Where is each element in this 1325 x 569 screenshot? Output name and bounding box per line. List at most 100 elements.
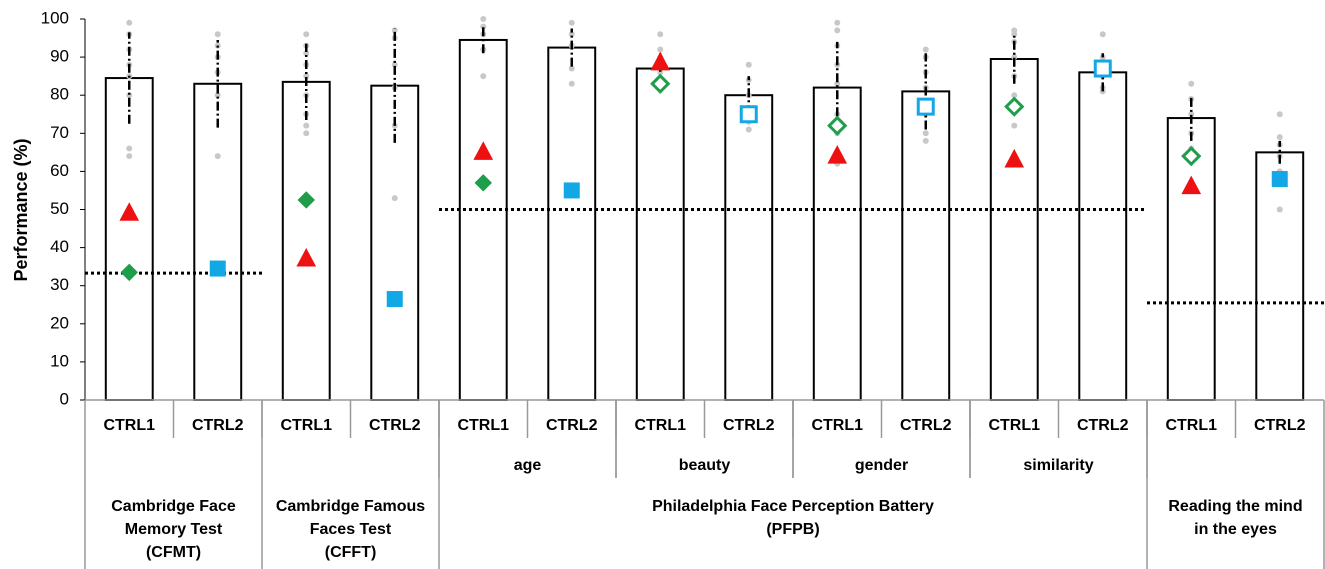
diamond-marker (297, 191, 315, 209)
group-label: Faces Test (310, 521, 392, 538)
x-tick-label: CTRL1 (988, 417, 1040, 434)
control-dot (126, 92, 133, 99)
x-tick-label: CTRL2 (1254, 417, 1306, 434)
control-dot (480, 23, 487, 30)
x-tick-label: CTRL2 (1077, 417, 1129, 434)
control-dot (834, 19, 841, 26)
x-tick-label: CTRL1 (457, 417, 509, 434)
control-dot (303, 50, 310, 57)
group-label: in the eyes (1194, 521, 1277, 538)
control-dot (1011, 54, 1018, 61)
triangle-marker (1004, 148, 1025, 168)
triangle-marker (650, 51, 671, 71)
control-dot (1276, 111, 1283, 118)
control-dot (303, 73, 310, 80)
x-tick-label: CTRL2 (369, 417, 421, 434)
group-label: Cambridge Face (111, 498, 236, 515)
bar (458, 38, 508, 402)
control-dot (303, 122, 310, 129)
control-dot (922, 137, 929, 144)
x-tick-label: CTRL1 (103, 417, 155, 434)
bar (635, 67, 685, 401)
subgroup-label: age (514, 457, 542, 474)
triangle-marker (119, 202, 140, 221)
diamond-marker (474, 174, 492, 192)
subgroup-label: gender (855, 457, 908, 474)
control-dot (214, 31, 221, 38)
control-dot (1188, 111, 1195, 118)
control-dot (1011, 92, 1018, 99)
diamond-marker (120, 263, 138, 282)
control-dot (391, 61, 398, 68)
subgroup-label: beauty (679, 457, 731, 474)
control-dot (568, 80, 575, 87)
control-dot (214, 153, 221, 160)
square-marker (386, 291, 403, 308)
x-tick-label: CTRL1 (1165, 417, 1217, 434)
group-label: (CFMT) (146, 544, 201, 561)
control-dot (1011, 122, 1018, 129)
control-dot (834, 27, 841, 34)
group-label: Memory Test (125, 521, 223, 538)
control-dot (303, 31, 310, 38)
x-tick-label: CTRL2 (546, 417, 598, 434)
x-tick-label: CTRL1 (634, 417, 686, 434)
control-dot (1276, 206, 1283, 213)
group-label: Reading the mind (1168, 498, 1302, 515)
control-dot (1276, 134, 1283, 141)
control-dot (1099, 31, 1106, 38)
control-dot (657, 69, 664, 76)
triangle-marker (296, 247, 317, 267)
bar (193, 82, 243, 402)
control-dot (568, 31, 575, 38)
y-tick-label: 70 (50, 123, 69, 142)
square-marker (1093, 59, 1112, 78)
x-tick-label: CTRL2 (900, 417, 952, 434)
control-dot (657, 46, 664, 53)
y-tick-label: 0 (60, 389, 69, 408)
control-dot (834, 80, 841, 87)
square-marker (739, 105, 758, 124)
control-dot (657, 31, 664, 38)
control-dot (391, 195, 398, 202)
diamond-marker (1181, 146, 1202, 167)
control-dot (1188, 80, 1195, 87)
y-tick-label: 10 (50, 351, 69, 370)
bar (724, 94, 774, 401)
control-dot (745, 126, 752, 133)
square-marker (1271, 171, 1288, 188)
triangle-marker (1181, 175, 1202, 195)
y-tick-label: 50 (50, 199, 69, 218)
control-dot (922, 130, 929, 137)
bar (901, 90, 951, 401)
control-dot (1011, 31, 1018, 38)
control-dot (480, 16, 487, 22)
bar (104, 77, 154, 402)
group-label: (CFFT) (325, 544, 377, 561)
control-dot (568, 19, 575, 26)
square-marker (209, 260, 226, 277)
y-tick-label: 100 (41, 8, 69, 27)
control-dot (126, 153, 133, 160)
bar (812, 86, 862, 402)
bar (1078, 71, 1128, 401)
control-dot (568, 65, 575, 72)
y-tick-label: 40 (50, 237, 69, 256)
bar (281, 80, 331, 402)
bar (547, 46, 597, 401)
diamond-marker (1004, 96, 1025, 117)
triangle-marker (473, 141, 494, 160)
square-marker (916, 97, 935, 116)
control-dot (745, 61, 752, 68)
group-label: Cambridge Famous (276, 498, 425, 515)
y-axis-label: Performance (%) (11, 138, 31, 281)
control-dot (303, 130, 310, 137)
group-label: Philadelphia Face Perception Battery (652, 498, 934, 515)
control-dot (391, 27, 398, 34)
bar (370, 84, 420, 402)
control-dot (126, 19, 133, 26)
y-tick-label: 30 (50, 275, 69, 294)
subgroup-label: similarity (1023, 457, 1093, 474)
control-dot (480, 73, 487, 80)
